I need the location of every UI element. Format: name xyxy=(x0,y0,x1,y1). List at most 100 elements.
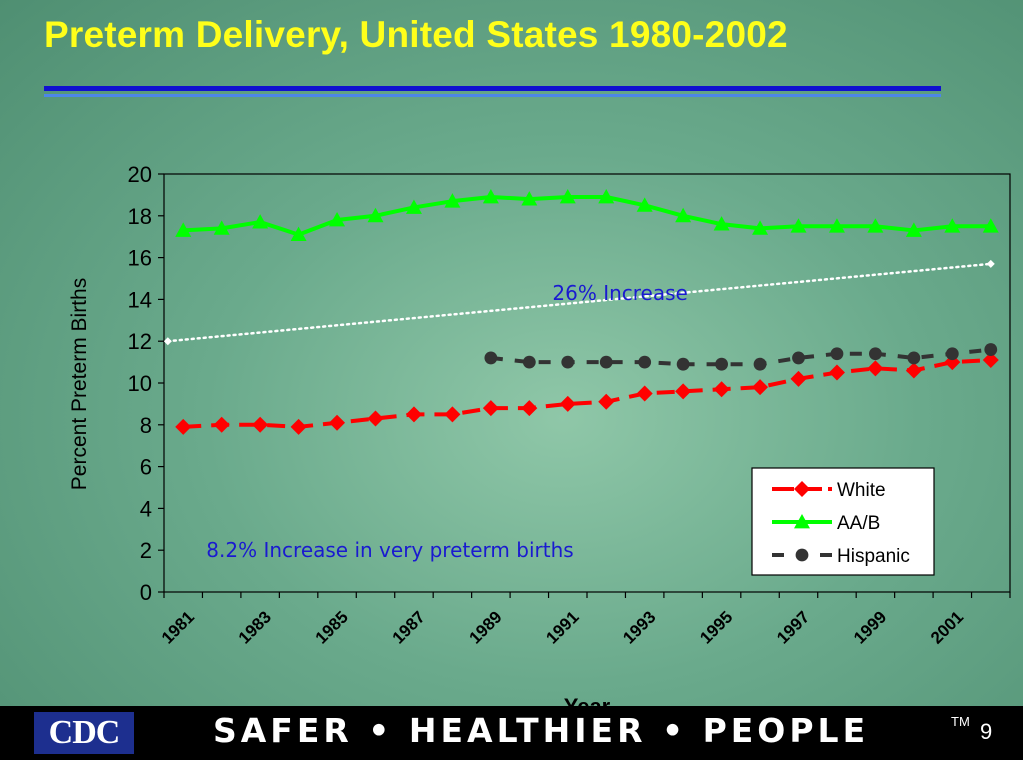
legend-label-white: White xyxy=(837,480,886,501)
x-tick-label: 1987 xyxy=(389,607,429,647)
point-aa-b xyxy=(598,188,615,204)
point-white xyxy=(367,410,384,427)
legend-label-hispanic: Hispanic xyxy=(837,546,910,567)
legend-marker-hispanic xyxy=(795,548,809,562)
series-line-white xyxy=(183,358,991,429)
x-tick-label: 1981 xyxy=(158,607,198,647)
point-hispanic xyxy=(522,355,536,369)
legend-marker-white xyxy=(794,481,810,497)
y-tick-label: 14 xyxy=(128,287,152,312)
y-tick-label: 10 xyxy=(128,371,152,396)
point-hispanic xyxy=(561,355,575,369)
point-aa-b xyxy=(944,218,961,233)
series-line-hispanic xyxy=(490,347,991,367)
title-divider-secondary xyxy=(44,94,941,97)
point-hispanic xyxy=(638,355,652,369)
point-white xyxy=(290,418,307,435)
x-tick-label: 1999 xyxy=(850,607,890,647)
point-aa-b xyxy=(175,222,192,237)
point-aa-b xyxy=(713,216,730,231)
series-hispanic xyxy=(484,343,998,371)
y-axis-title: Percent Preterm Births xyxy=(68,278,91,490)
point-white xyxy=(790,370,807,387)
point-aa-b xyxy=(828,218,845,233)
point-white xyxy=(905,362,922,379)
x-tick-label: 1997 xyxy=(773,607,813,647)
point-hispanic xyxy=(484,351,498,365)
slide-title: Preterm Delivery, United States 1980-200… xyxy=(44,14,788,55)
y-tick-label: 20 xyxy=(128,162,152,187)
point-aa-b xyxy=(482,188,499,204)
point-white xyxy=(752,379,769,396)
y-tick-label: 0 xyxy=(140,580,152,605)
point-white xyxy=(405,406,422,423)
point-hispanic xyxy=(907,351,921,365)
y-tick-label: 2 xyxy=(140,538,152,563)
point-white xyxy=(444,406,461,423)
x-tick-label: 1989 xyxy=(466,607,506,647)
point-white xyxy=(482,400,499,417)
point-hispanic xyxy=(984,343,998,356)
point-white xyxy=(713,381,730,398)
trend-line xyxy=(166,262,993,343)
annotation-1: 8.2% Increase in very preterm births xyxy=(206,538,573,562)
x-tick-label: 1993 xyxy=(619,607,659,647)
point-white xyxy=(521,400,538,417)
point-aa-b xyxy=(329,211,346,227)
point-aa-b xyxy=(213,220,230,235)
footer-tagline: SAFER • HEALTHIER • PEOPLE xyxy=(213,711,870,750)
point-aa-b xyxy=(405,199,422,214)
y-tick-label: 16 xyxy=(128,246,152,271)
point-aa-b xyxy=(252,214,269,229)
trend-endpoint xyxy=(986,259,995,268)
point-white xyxy=(828,364,845,381)
title-divider xyxy=(44,86,941,91)
y-tick-label: 18 xyxy=(128,204,152,229)
point-white xyxy=(867,360,884,377)
point-aa-b xyxy=(905,222,922,237)
point-white xyxy=(213,416,230,433)
point-aa-b xyxy=(559,188,576,204)
x-tick-label: 1985 xyxy=(312,607,352,647)
point-hispanic xyxy=(869,347,882,361)
trademark-mark: TM xyxy=(951,714,970,729)
point-white xyxy=(252,416,269,433)
legend-label-aa-b: AA/B xyxy=(837,513,880,534)
x-tick-label: 1991 xyxy=(542,607,582,647)
series-aa-b xyxy=(175,188,999,242)
point-white xyxy=(175,418,192,435)
point-aa-b xyxy=(675,207,692,223)
series-line-aa-b xyxy=(183,194,991,237)
x-tick-label: 1995 xyxy=(696,607,736,647)
y-tick-label: 4 xyxy=(140,496,152,521)
point-white xyxy=(675,383,692,400)
point-hispanic xyxy=(753,357,767,371)
point-white xyxy=(636,385,653,402)
point-aa-b xyxy=(367,207,384,223)
point-aa-b xyxy=(752,220,769,235)
point-aa-b xyxy=(636,197,653,212)
x-tick-label: 2001 xyxy=(927,607,967,647)
point-white xyxy=(598,393,615,410)
y-tick-label: 8 xyxy=(140,413,152,438)
point-aa-b xyxy=(290,226,307,242)
legend-marker-aa-b xyxy=(794,514,810,529)
cdc-logo: CDC xyxy=(34,712,134,754)
point-hispanic xyxy=(599,355,613,369)
point-aa-b xyxy=(982,218,999,233)
point-white xyxy=(329,414,346,431)
x-tick-label: 1983 xyxy=(235,607,275,647)
point-white xyxy=(982,352,999,369)
point-aa-b xyxy=(867,218,884,233)
annotation-0: 26% Increase xyxy=(552,281,687,305)
y-tick-label: 6 xyxy=(140,455,152,480)
x-axis-title: Year xyxy=(564,694,611,706)
point-hispanic xyxy=(945,347,959,361)
point-aa-b xyxy=(444,193,461,208)
preterm-line-chart: 0 2 4 6 8 10 12 14 16 18 20 1981 1983 1985 1987 1989 199… xyxy=(68,162,1011,706)
trend-endpoint xyxy=(163,337,172,346)
footer-bar xyxy=(0,706,1023,760)
point-hispanic xyxy=(676,357,690,371)
legend: White AA/B Hispanic xyxy=(751,467,935,576)
point-hispanic xyxy=(792,351,805,365)
